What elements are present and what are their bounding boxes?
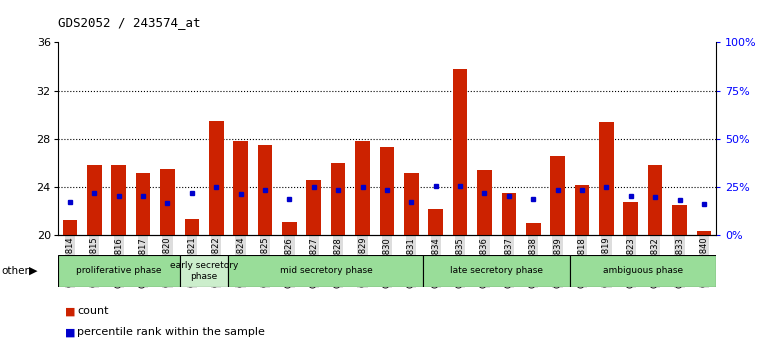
Bar <box>672 205 687 235</box>
Bar <box>380 147 394 235</box>
Bar <box>185 218 199 235</box>
Text: count: count <box>77 306 109 316</box>
Bar <box>526 223 541 235</box>
Bar <box>574 185 589 235</box>
Bar <box>453 69 467 235</box>
Bar <box>233 141 248 235</box>
Bar <box>229 255 424 287</box>
Text: ■: ■ <box>65 327 76 337</box>
Bar <box>428 209 443 235</box>
Bar <box>306 180 321 235</box>
Bar <box>551 156 565 235</box>
Bar <box>112 165 126 235</box>
Bar <box>87 165 102 235</box>
Bar <box>62 220 77 235</box>
Text: other: other <box>2 266 29 276</box>
Bar <box>58 255 179 287</box>
Bar <box>599 122 614 235</box>
Bar <box>648 165 662 235</box>
Bar <box>477 170 492 235</box>
Bar <box>258 145 273 235</box>
Text: ambiguous phase: ambiguous phase <box>603 266 683 275</box>
Bar <box>404 173 419 235</box>
Text: proliferative phase: proliferative phase <box>76 266 162 275</box>
Bar <box>697 230 711 235</box>
Bar <box>209 121 223 235</box>
Text: ▶: ▶ <box>29 266 38 276</box>
Bar <box>570 255 716 287</box>
Text: GDS2052 / 243574_at: GDS2052 / 243574_at <box>58 16 200 29</box>
Bar <box>179 255 229 287</box>
Text: ■: ■ <box>65 306 76 316</box>
Bar <box>282 222 296 235</box>
Bar <box>501 193 516 235</box>
Text: percentile rank within the sample: percentile rank within the sample <box>77 327 265 337</box>
Bar <box>331 163 346 235</box>
Bar <box>355 141 370 235</box>
Bar <box>624 202 638 235</box>
Bar <box>160 169 175 235</box>
Text: early secretory
phase: early secretory phase <box>170 261 238 280</box>
Text: late secretory phase: late secretory phase <box>450 266 543 275</box>
Bar <box>424 255 570 287</box>
Bar <box>136 173 150 235</box>
Text: mid secretory phase: mid secretory phase <box>280 266 373 275</box>
